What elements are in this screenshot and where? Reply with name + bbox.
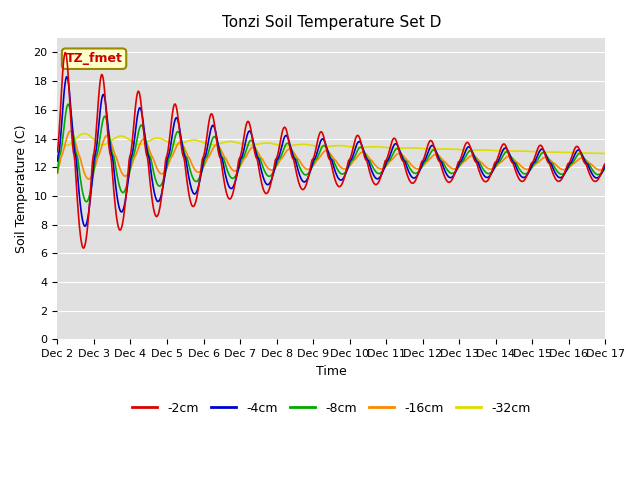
Legend: -2cm, -4cm, -8cm, -16cm, -32cm: -2cm, -4cm, -8cm, -16cm, -32cm — [127, 397, 536, 420]
Text: TZ_fmet: TZ_fmet — [66, 52, 122, 65]
Title: Tonzi Soil Temperature Set D: Tonzi Soil Temperature Set D — [221, 15, 441, 30]
Y-axis label: Soil Temperature (C): Soil Temperature (C) — [15, 124, 28, 253]
X-axis label: Time: Time — [316, 365, 347, 378]
